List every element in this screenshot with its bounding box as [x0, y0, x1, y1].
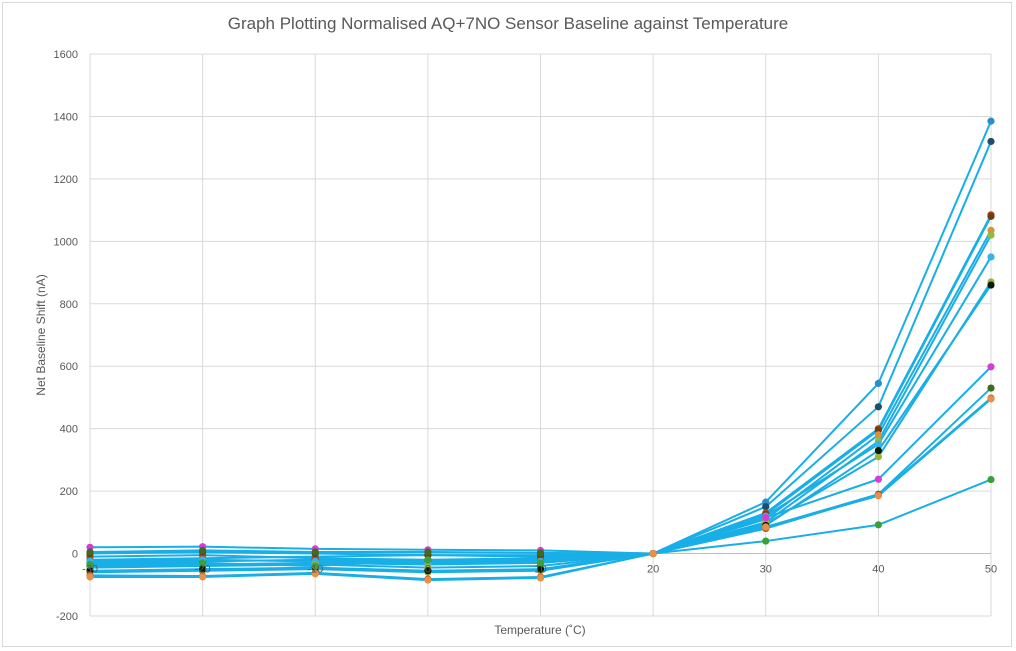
- data-point: [424, 548, 432, 556]
- data-point: [874, 475, 882, 483]
- data-point: [762, 523, 770, 531]
- x-axis-title: Temperature (˚C): [494, 623, 585, 637]
- data-point: [987, 281, 995, 289]
- x-tick-label: 30: [760, 564, 772, 576]
- data-point: [649, 549, 657, 558]
- y-tick-label: 200: [60, 486, 78, 498]
- data-point: [424, 576, 432, 584]
- x-tick-label: 0: [425, 564, 431, 576]
- data-point: [199, 573, 207, 581]
- data-point: [199, 559, 207, 567]
- data-point: [987, 363, 995, 371]
- data-point: [86, 560, 94, 569]
- data-point: [311, 570, 319, 578]
- data-point: [199, 565, 207, 573]
- data-point: [86, 573, 94, 581]
- data-point: [874, 379, 882, 387]
- y-tick-label: 600: [60, 361, 78, 373]
- data-point: [987, 395, 995, 403]
- x-tick-label: -30: [82, 564, 98, 576]
- data-point: [874, 431, 882, 439]
- data-point: [86, 548, 94, 556]
- data-point: [536, 565, 545, 573]
- data-point: [874, 403, 882, 411]
- data-point: [874, 521, 882, 529]
- x-tick-label: 40: [872, 564, 884, 576]
- data-point: [987, 253, 995, 261]
- y-axis-title: Net Baseline Shift (nA): [34, 274, 48, 395]
- data-point: [762, 537, 770, 545]
- y-tick-label: -200: [56, 611, 78, 623]
- y-tick-label: 1400: [54, 111, 78, 123]
- y-tick-label: 400: [60, 424, 78, 436]
- data-point: [987, 231, 995, 239]
- data-point: [874, 453, 882, 461]
- x-tick-label: -10: [307, 564, 323, 576]
- data-point: [987, 117, 995, 125]
- data-point: [536, 574, 545, 582]
- x-tick-label: 50: [985, 564, 997, 576]
- data-point: [199, 546, 207, 555]
- data-point: [874, 446, 882, 455]
- data-point: [987, 475, 995, 484]
- data-point: [311, 562, 319, 570]
- data-point: [874, 492, 882, 500]
- data-point: [536, 559, 545, 567]
- y-tick-label: 1000: [54, 236, 78, 248]
- data-point: [987, 212, 995, 220]
- y-tick-label: 1600: [54, 49, 78, 61]
- data-point: [874, 440, 882, 448]
- x-tick-label: 20: [647, 564, 659, 576]
- data-point: [762, 503, 770, 511]
- data-point: [424, 556, 432, 564]
- x-tick-label: 10: [534, 564, 546, 576]
- y-tick-label: 800: [60, 299, 78, 311]
- data-point: [424, 567, 432, 575]
- data-point: [536, 549, 545, 557]
- data-point: [987, 137, 995, 146]
- chart-title: Graph Plotting Normalised AQ+7NO Sensor …: [227, 14, 789, 33]
- y-tick-label: 0: [72, 549, 78, 561]
- data-point: [762, 514, 770, 522]
- y-tick-label: 1200: [54, 174, 78, 186]
- data-point: [987, 384, 995, 392]
- x-tick-label: -20: [195, 564, 211, 576]
- data-point: [311, 548, 319, 556]
